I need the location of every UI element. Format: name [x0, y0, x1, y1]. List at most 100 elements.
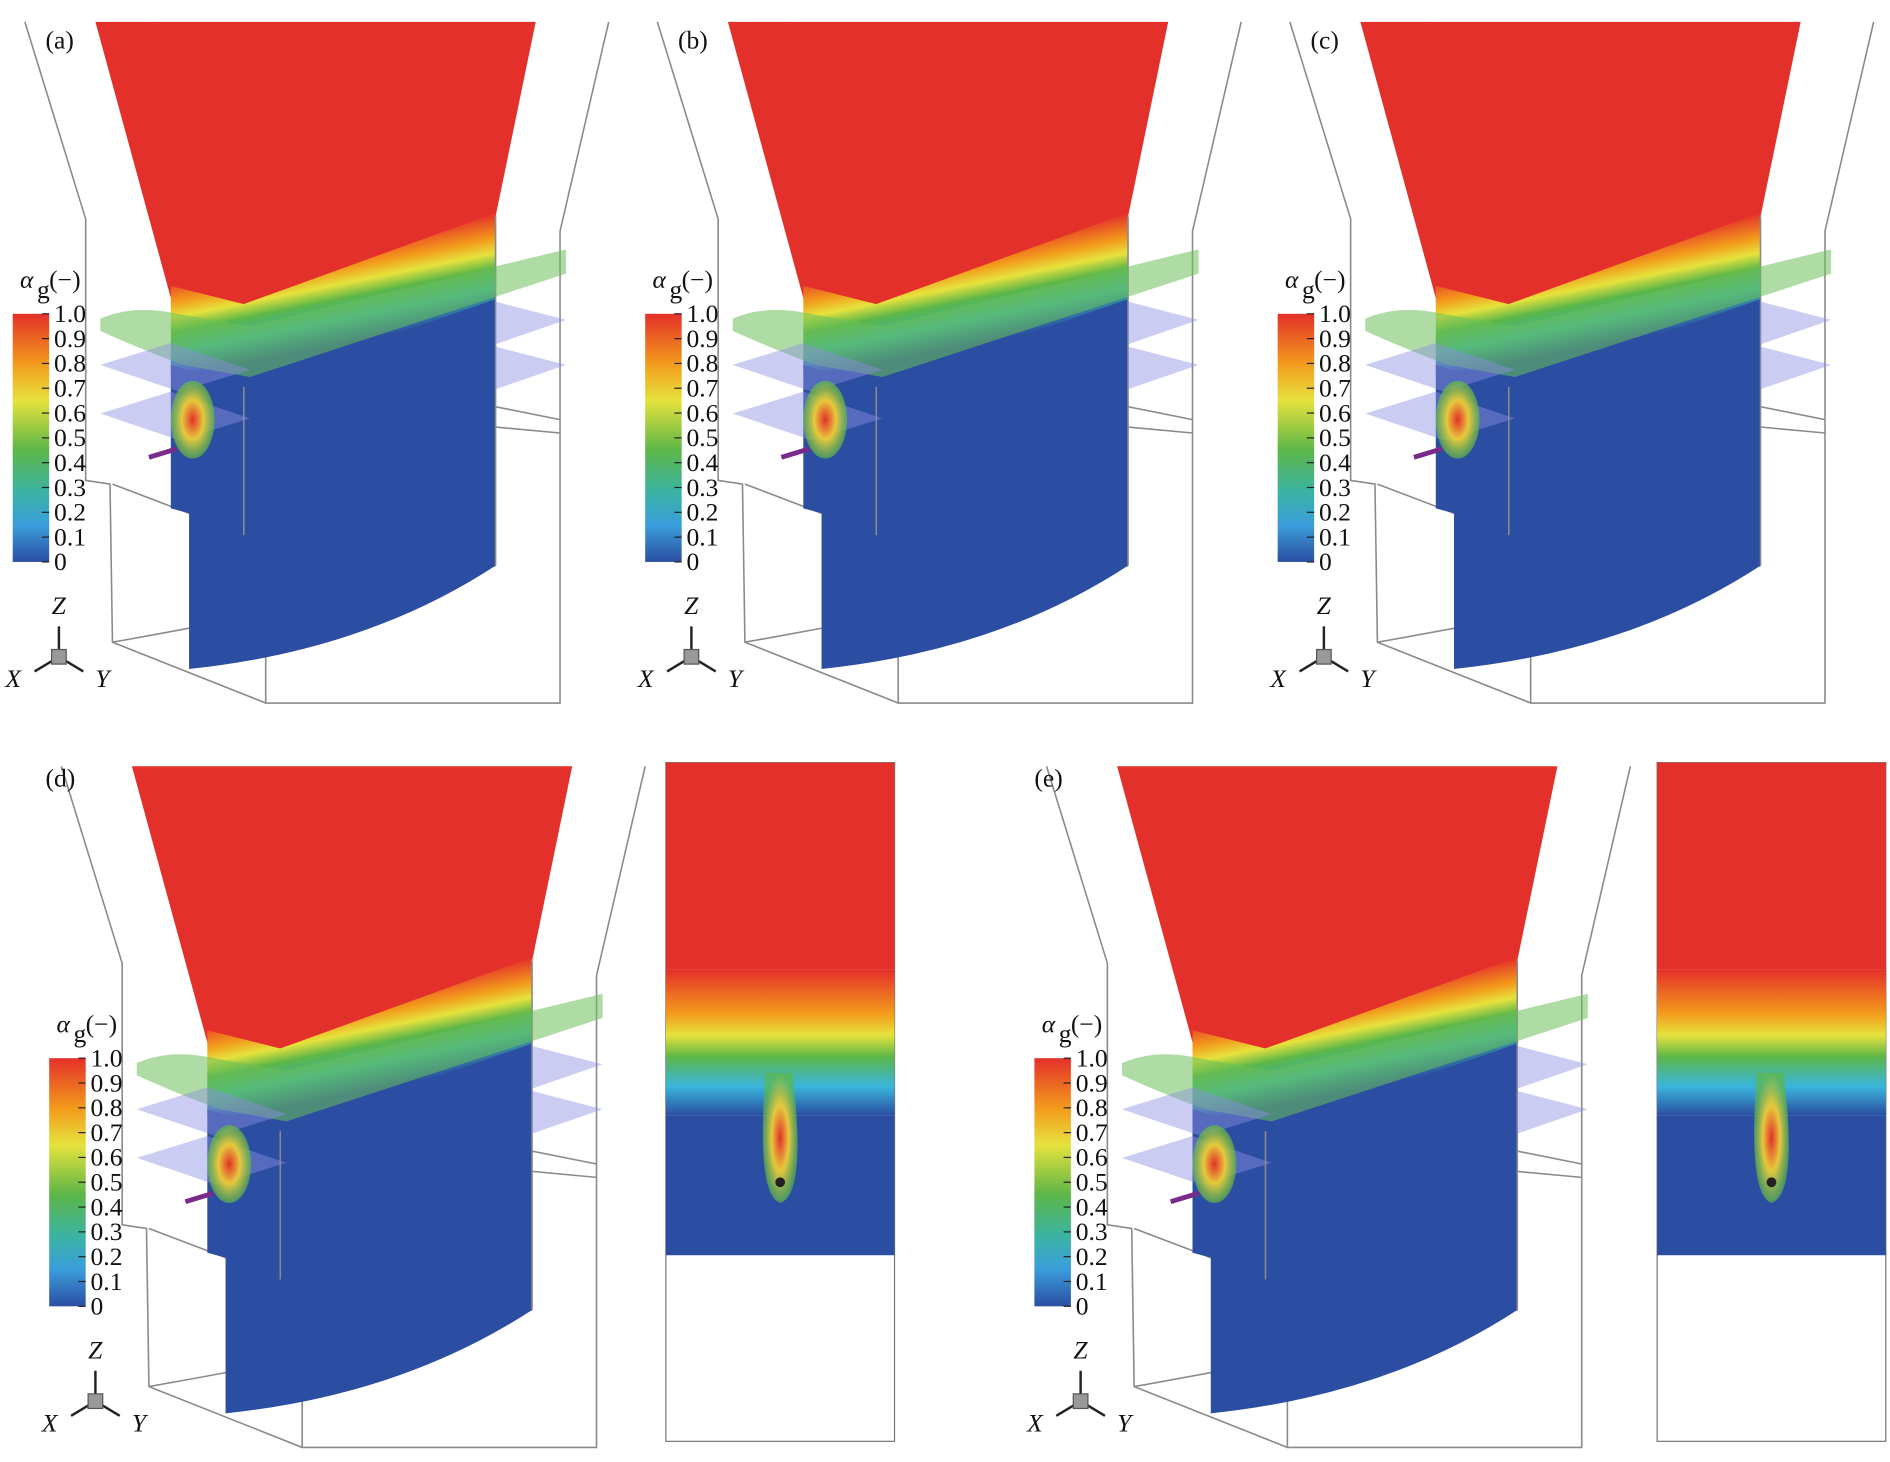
colorbar-tick-label: 0.8	[91, 1093, 123, 1122]
gas-region	[727, 21, 1169, 305]
axis-label-x: X	[41, 1408, 59, 1437]
colorbar-tick-label: 0	[91, 1292, 104, 1321]
colorbar-title-sub: g	[1059, 1019, 1072, 1048]
slice-plume	[762, 1072, 798, 1203]
plane	[1128, 301, 1199, 345]
colorbar-tick-label: 0	[54, 547, 67, 576]
colorbar-tick-label: 1.0	[1319, 299, 1351, 328]
liquid-region	[170, 299, 496, 669]
liquid-region	[1192, 1043, 1518, 1414]
colorbar-tick-label: 0.4	[54, 448, 86, 477]
triad-cube	[51, 648, 67, 665]
plume	[1435, 380, 1480, 459]
triad-cube	[87, 1393, 104, 1410]
liquid-region	[803, 299, 1129, 669]
colorbar-tick-label: 1.0	[687, 299, 719, 328]
axis-label-y: Y	[1360, 664, 1377, 693]
side-slice	[1656, 762, 1887, 1442]
colorbar-tick-label: 0.5	[1319, 423, 1351, 452]
colorbar-tick-label: 1.0	[91, 1043, 123, 1072]
free-surface	[1121, 993, 1588, 1122]
colorbar-tick-label: 0.3	[91, 1217, 123, 1246]
slice-injector	[775, 1177, 786, 1188]
plane	[1365, 342, 1515, 392]
colorbar-title: α	[1042, 1009, 1056, 1038]
plane	[1121, 1087, 1272, 1137]
liquid-region	[1435, 299, 1761, 669]
axis-label-x: X	[637, 664, 655, 693]
plane	[1760, 301, 1832, 345]
panel: α g (−) 1.00.90.80.70.60.50.40.30.20.10 Z X Y	[1026, 766, 1632, 1449]
plume	[803, 380, 848, 459]
colorbar-tick-label: 0.9	[54, 324, 86, 353]
panel-label: (a)	[46, 25, 74, 54]
colorbar-tick-label: 0.6	[687, 398, 719, 427]
free-surface	[100, 249, 567, 378]
slice-gas	[665, 762, 895, 970]
plane	[1517, 1091, 1588, 1134]
colorbar-tick-label: 0.9	[91, 1068, 123, 1097]
axis-label-z: Z	[684, 591, 699, 620]
plane	[1760, 346, 1832, 390]
colorbar-title-unit: (−)	[682, 265, 713, 294]
colorbar-title-sub: g	[74, 1019, 87, 1048]
gas-region	[1360, 21, 1801, 305]
colorbar-title-unit: (−)	[49, 265, 80, 294]
axis-label-y: Y	[728, 664, 745, 693]
axis-label-x: X	[1026, 1408, 1044, 1437]
axis-label-x: X	[4, 664, 22, 693]
gas-region	[1117, 766, 1558, 1049]
colorbar-title-unit: (−)	[86, 1009, 117, 1038]
colorbar-tick-label: 0.4	[687, 448, 719, 477]
injector	[1413, 446, 1443, 460]
colorbar-tick-label: 0	[687, 547, 700, 576]
colorbar-tick-label: 0.5	[91, 1168, 123, 1197]
colorbar-tick-label: 0.5	[687, 423, 719, 452]
plume	[1192, 1125, 1237, 1203]
slice-plume	[1754, 1072, 1789, 1203]
colorbar-tick-label: 0.5	[54, 423, 86, 452]
plane	[1128, 346, 1199, 390]
colorbar-tick-label: 0.1	[1076, 1267, 1108, 1296]
colorbar-tick-label: 0.2	[91, 1242, 123, 1271]
colorbar-title: α	[652, 265, 666, 294]
side-slice	[665, 762, 896, 1442]
panel-label: (b)	[678, 25, 708, 54]
axis-label-y: Y	[95, 664, 112, 693]
slice-gas	[1657, 762, 1886, 970]
free-surface	[1365, 249, 1832, 378]
colorbar-title: α	[20, 265, 34, 294]
colorbar-title-unit: (−)	[1314, 265, 1345, 294]
colorbar-tick-label: 0.2	[54, 498, 86, 527]
colorbar-tick-label: 1.0	[1076, 1043, 1108, 1072]
colorbar-tick-label: 0.7	[54, 374, 86, 403]
colorbar-tick-label: 0.6	[1319, 398, 1351, 427]
colorbar-title: α	[56, 1009, 70, 1038]
plane	[136, 1087, 287, 1137]
colorbar-tick-label: 0.1	[91, 1267, 123, 1296]
panel: α g (−) 1.00.90.80.70.60.50.40.30.20.10 Z X Y	[1269, 21, 1875, 704]
axis-label-x: X	[1269, 664, 1287, 693]
colorbar-title-unit: (−)	[1071, 1009, 1102, 1038]
colorbar-tick-label: 0.1	[1319, 522, 1351, 551]
panel-label: (e)	[1034, 764, 1062, 793]
plane	[532, 1091, 603, 1134]
colorbar-tick-label: 0.3	[1319, 473, 1351, 502]
panel: α g (−) 1.00.90.80.70.60.50.40.30.20.10 Z X Y	[637, 21, 1242, 704]
colorbar-tick-label: 0.7	[91, 1118, 123, 1147]
free-surface	[732, 249, 1199, 378]
colorbar-title-sub: g	[1302, 275, 1315, 304]
colorbar-tick-label: 0.7	[687, 374, 719, 403]
colorbar-tick-label: 0.8	[687, 349, 719, 378]
colorbar-tick-label: 0	[1076, 1292, 1089, 1321]
colorbar-tick-label: 0.8	[1076, 1093, 1108, 1122]
gas-region	[131, 766, 573, 1049]
axis-label-y: Y	[1117, 1408, 1134, 1437]
axis-label-z: Z	[88, 1335, 103, 1364]
gas-region	[95, 21, 536, 305]
injector	[780, 446, 811, 460]
plane	[532, 1046, 603, 1089]
colorbar-tick-label: 0.3	[687, 473, 719, 502]
colorbar-tick-label: 0.2	[1076, 1242, 1108, 1271]
colorbar-tick-label: 0.4	[91, 1192, 123, 1221]
